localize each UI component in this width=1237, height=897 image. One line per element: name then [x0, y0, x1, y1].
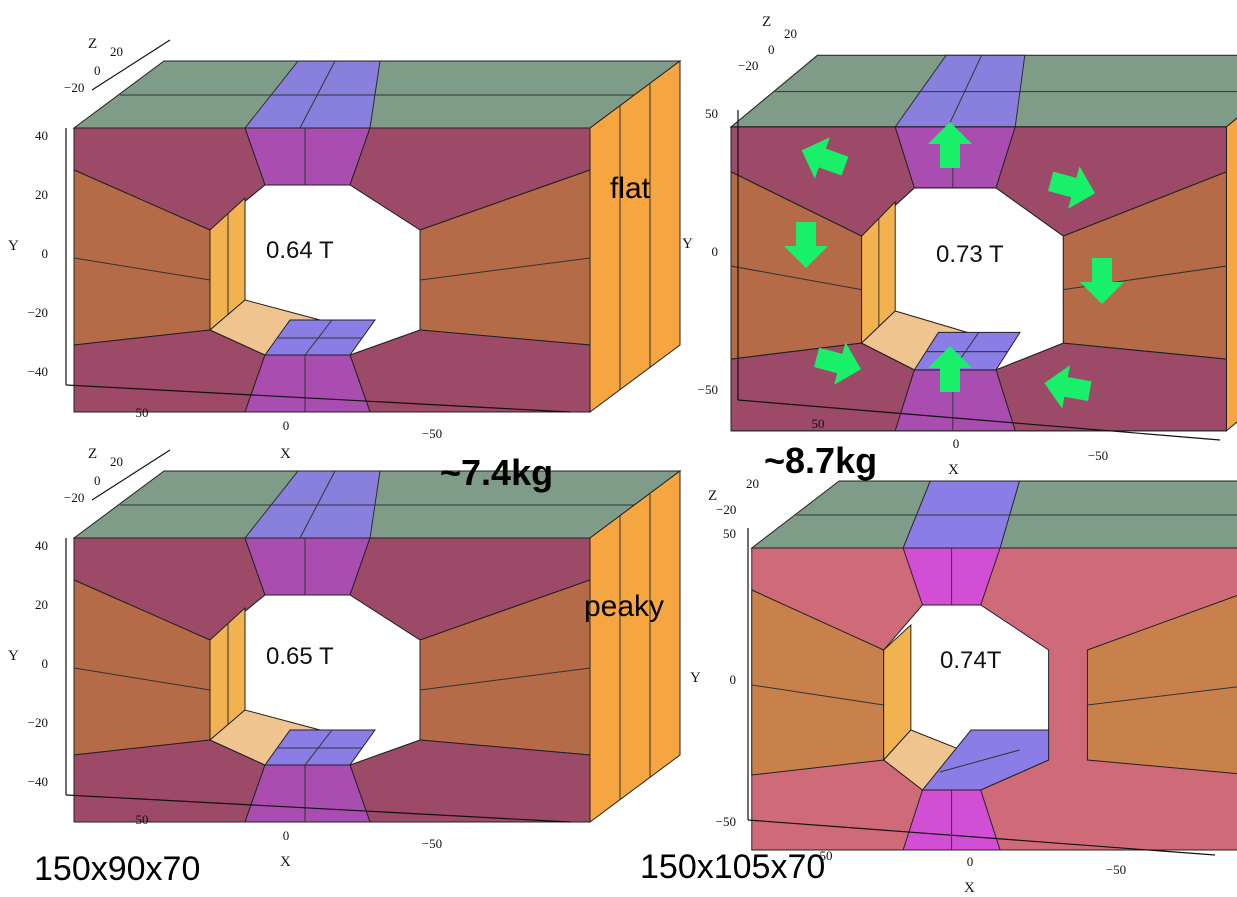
- y-tick: 40: [35, 128, 48, 143]
- y-tick: 20: [35, 597, 48, 612]
- y-tick: 50: [705, 106, 718, 121]
- x-axis-label: X: [964, 880, 975, 896]
- z-tick: 20: [746, 476, 759, 491]
- x-tick: 0: [967, 854, 974, 869]
- dimensions-label-left: 150x90x70: [34, 850, 201, 888]
- y-tick: 0: [712, 244, 719, 259]
- field-label: 0.64 T: [266, 237, 334, 264]
- x-tick: 50: [136, 405, 149, 420]
- mass-label-left: ~7.4kg: [440, 452, 554, 493]
- x-tick: 50: [136, 812, 149, 827]
- x-tick: −50: [422, 426, 442, 441]
- y-axis-bottom-left: [65, 449, 571, 823]
- y-tick: 0: [42, 656, 49, 671]
- mass-label-right: ~8.7kg: [764, 440, 878, 481]
- dimensions-label-right: 150x105x70: [640, 848, 826, 886]
- profile-label-flat: flat: [610, 172, 651, 205]
- y-axis-label: Y: [8, 648, 19, 664]
- y-tick: −50: [716, 814, 736, 829]
- x-axis-label: X: [280, 854, 291, 870]
- z-tick: −20: [716, 502, 736, 517]
- z-axis-label: Z: [88, 446, 97, 462]
- x-tick: 0: [953, 436, 960, 451]
- x-axis-label: X: [280, 446, 291, 462]
- y-tick: 40: [35, 538, 48, 553]
- z-tick: 20: [110, 454, 123, 469]
- y-tick: 0: [42, 246, 49, 261]
- x-tick: −50: [422, 836, 442, 851]
- panel-top-left: 40 20 0 −20 −40 Y 50 0 −50 X Z 20 0 −20 …: [8, 36, 681, 462]
- x-tick: −50: [1106, 862, 1126, 877]
- y-axis-label: Y: [682, 236, 693, 252]
- panel-bottom-right: 50 0 −50 Y 50 0 −50 X Z 20 −20 0.74T: [690, 476, 1237, 896]
- field-label: 0.74T: [940, 647, 1002, 674]
- y-axis-top-left: [65, 39, 571, 413]
- y-tick: 20: [35, 187, 48, 202]
- y-tick: 0: [730, 672, 737, 687]
- z-axis-label: Z: [708, 488, 717, 504]
- y-axis-label: Y: [8, 238, 19, 254]
- y-axis-bottom-right: [747, 528, 1216, 856]
- y-tick: −40: [28, 364, 48, 379]
- x-tick: 0: [283, 418, 290, 433]
- y-tick: −40: [28, 774, 48, 789]
- field-label: 0.65 T: [266, 643, 334, 670]
- panel-top-right: 50 0 −50 Y 50 0 −50 X Z 20 0 −20 0.73 T: [682, 14, 1237, 478]
- x-tick: 50: [812, 416, 825, 431]
- y-tick: 50: [723, 526, 736, 541]
- x-axis-label: X: [948, 462, 959, 478]
- z-tick: 0: [94, 473, 101, 488]
- x-tick: 0: [283, 828, 290, 843]
- y-axis-label: Y: [690, 670, 701, 686]
- z-tick: 0: [94, 63, 101, 78]
- panel-bottom-left: 40 20 0 −20 −40 Y 50 0 −50 X Z 20 0 −20 …: [8, 446, 681, 870]
- z-tick: −20: [64, 80, 84, 95]
- y-axis-top-right: [737, 110, 1221, 441]
- z-tick: 20: [110, 44, 123, 59]
- y-tick: −50: [698, 382, 718, 397]
- field-label: 0.73 T: [936, 241, 1004, 268]
- profile-label-peaky: peaky: [584, 590, 665, 623]
- y-tick: −20: [28, 305, 48, 320]
- x-tick: 50: [820, 848, 833, 863]
- z-tick: 0: [768, 42, 775, 57]
- z-axis-label: Z: [88, 36, 97, 52]
- y-tick: −20: [28, 715, 48, 730]
- z-axis-label: Z: [762, 14, 771, 30]
- x-tick: −50: [1088, 448, 1108, 463]
- z-tick: −20: [64, 490, 84, 505]
- z-tick: 20: [784, 26, 797, 41]
- z-tick: −20: [738, 58, 758, 73]
